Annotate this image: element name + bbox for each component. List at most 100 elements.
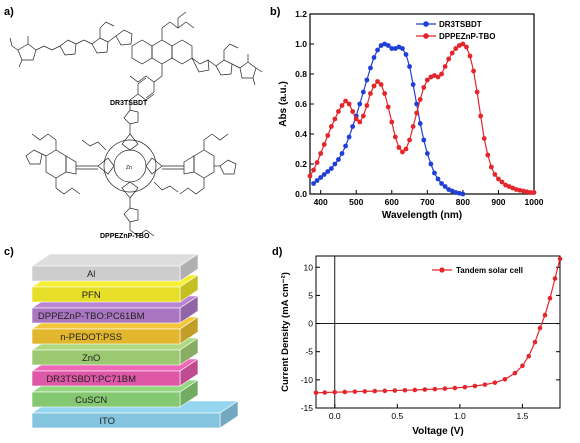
y-tick-label: 1.0	[295, 39, 307, 49]
layer-front-face	[31, 286, 181, 303]
x-tick-label: 1000	[525, 197, 544, 207]
data-point	[350, 124, 356, 129]
data-point	[307, 173, 313, 179]
data-point	[502, 376, 508, 382]
data-point	[410, 82, 416, 87]
layer-label: DR3TSBDT:PC71BM	[46, 374, 136, 385]
data-point	[346, 101, 352, 107]
x-tick-label: 500	[349, 197, 363, 207]
data-point	[442, 386, 448, 391]
data-point	[378, 82, 384, 87]
data-point	[460, 41, 466, 47]
x-tick-label: 800	[456, 197, 470, 207]
layer-label: CuSCN	[75, 395, 107, 406]
data-point	[325, 169, 331, 174]
layer-label: PFN	[82, 290, 101, 301]
data-point	[442, 64, 448, 69]
data-point	[464, 44, 469, 50]
data-point	[360, 89, 366, 95]
data-point	[332, 116, 338, 122]
y-tick-label: -10	[301, 375, 314, 385]
data-point	[520, 363, 525, 369]
data-point	[328, 166, 334, 171]
x-tick-label: 1.0	[454, 411, 466, 421]
data-point	[371, 83, 377, 89]
y-tick-label: 0	[308, 319, 313, 329]
data-point	[407, 137, 412, 143]
data-point	[350, 109, 356, 114]
data-point	[482, 382, 488, 387]
data-point	[422, 387, 428, 392]
layer-label: Al	[87, 269, 95, 280]
legend-label: Tandem solar cell	[456, 266, 523, 275]
data-point	[332, 389, 338, 395]
y-tick-label: 0.6	[295, 99, 307, 109]
legend-label: DPPEZnP-TBO	[439, 32, 495, 41]
data-point	[446, 56, 452, 62]
data-point	[321, 172, 327, 177]
data-point	[531, 190, 537, 195]
absorption-chart: 400 500 600 700 800 900 1000 0.0 0.2 0.4 0.6 0.8 1.0…	[278, 9, 544, 221]
data-point	[357, 101, 363, 107]
data-point	[389, 119, 395, 125]
data-point	[485, 152, 491, 158]
panel-label-a: a)	[4, 6, 14, 18]
data-point	[368, 65, 373, 71]
x-tick-label: 0.0	[329, 411, 341, 421]
layer-front-face	[31, 328, 181, 345]
layer-front-face	[31, 349, 181, 366]
legend-marker	[423, 33, 429, 39]
data-point	[368, 91, 373, 96]
data-point	[421, 85, 427, 90]
data-point	[532, 339, 538, 345]
layer-label: n-PEDOT:PSS	[60, 332, 122, 343]
data-point	[442, 184, 448, 189]
dr3tsbdt-structure	[9, 11, 263, 99]
data-point	[400, 46, 405, 51]
layer-front-face	[31, 265, 181, 282]
data-point	[492, 380, 498, 385]
y-axis-label: Current Density (mA cm⁻²)	[280, 272, 291, 392]
x-axis-label: Wavelength (nm)	[382, 210, 462, 221]
molecule-name-dr3tsbdt: DR3TSBDT	[110, 100, 148, 107]
data-point	[389, 46, 395, 51]
panel-label-c: c)	[4, 246, 14, 258]
layer-front-face	[31, 412, 221, 429]
x-tick-label: 600	[385, 197, 399, 207]
data-point	[460, 191, 466, 197]
data-point	[362, 389, 368, 394]
panel-label-b: b)	[270, 6, 281, 18]
data-point	[435, 176, 441, 182]
data-point	[382, 388, 388, 394]
x-tick-label: 0.5	[391, 411, 403, 421]
data-point	[417, 97, 423, 102]
data-point	[417, 121, 423, 126]
data-point	[396, 145, 402, 150]
y-axis-label: Abs (a.u.)	[278, 81, 289, 127]
data-point	[311, 181, 316, 186]
data-point	[314, 178, 320, 183]
data-point	[452, 385, 458, 391]
data-point	[412, 387, 418, 393]
data-point	[392, 388, 398, 393]
layer-label: ZnO	[82, 353, 100, 364]
data-point	[435, 74, 441, 80]
data-point	[318, 151, 324, 156]
data-point	[314, 160, 320, 165]
data-point	[336, 109, 341, 114]
data-point	[424, 77, 430, 83]
data-point	[407, 64, 412, 69]
legend-marker	[439, 267, 445, 273]
data-point	[343, 143, 348, 149]
data-point	[375, 47, 380, 53]
data-point	[372, 388, 378, 394]
plot-frame	[315, 255, 561, 409]
data-point	[432, 386, 438, 392]
layer-front-face	[31, 370, 181, 387]
data-point	[542, 312, 548, 318]
x-tick-label: 400	[314, 197, 328, 207]
data-point	[472, 383, 478, 389]
data-point	[512, 370, 518, 376]
y-tick-label: 0.0	[295, 189, 307, 199]
data-point	[492, 172, 498, 177]
